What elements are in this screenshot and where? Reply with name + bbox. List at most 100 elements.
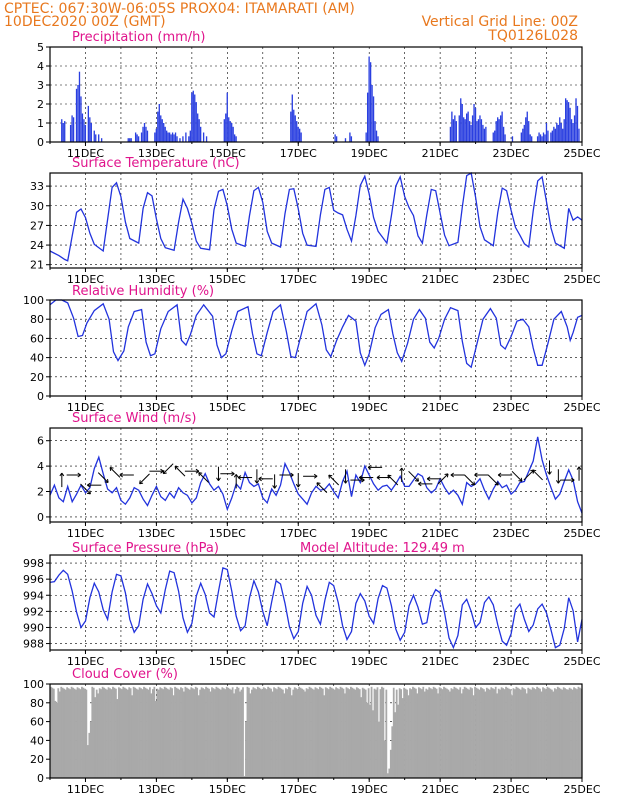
- cloud-bar: [128, 687, 131, 778]
- cloud-bar: [477, 688, 479, 778]
- precip-bar: [350, 136, 353, 142]
- wind-arrow: [59, 472, 65, 488]
- cloud-bar: [327, 689, 330, 778]
- cloud-bar: [397, 704, 400, 778]
- cloud-bar: [271, 691, 274, 778]
- xtick-label: 21DEC: [422, 401, 459, 414]
- cloud-bar: [187, 688, 190, 778]
- cloud-bar: [237, 687, 240, 778]
- cloud-bar: [154, 700, 157, 778]
- cloud-bar: [116, 699, 119, 778]
- ytick-label: 0: [37, 511, 44, 524]
- cloud-bar: [268, 687, 271, 778]
- cloud-bar: [144, 687, 147, 778]
- cloud-bar: [132, 686, 135, 778]
- cloud-bar: [135, 688, 138, 778]
- precip-bar: [553, 126, 555, 142]
- cloud-bar: [212, 688, 215, 778]
- cloud-bar: [444, 687, 447, 778]
- precip-bar: [173, 134, 175, 142]
- cloud-bar: [76, 687, 79, 778]
- wind-arrow: [162, 463, 174, 475]
- cloud-bar: [248, 687, 250, 778]
- ytick-label: 2: [37, 486, 44, 499]
- xtick-label: 21DEC: [422, 783, 459, 796]
- cloud-bar: [302, 689, 305, 778]
- cloud-bar: [567, 689, 569, 778]
- precip-bar: [69, 124, 72, 142]
- cloud-bar: [457, 689, 460, 778]
- precip-bar: [130, 138, 132, 142]
- cloud-bar: [311, 688, 314, 778]
- precip-bar: [296, 121, 298, 142]
- cloud-bar: [342, 688, 345, 778]
- precip-bar: [231, 123, 233, 142]
- precip-bar: [137, 136, 140, 142]
- precip-bar: [483, 128, 486, 142]
- cloud-bar: [301, 688, 303, 778]
- cloud-bar: [110, 689, 113, 778]
- cloud-bar: [98, 688, 101, 778]
- cloud-bar: [224, 689, 227, 778]
- cloud-bar: [242, 687, 244, 778]
- precip-bar: [171, 132, 174, 142]
- cloud-bar: [459, 687, 462, 778]
- xtick-label: 25DEC: [563, 273, 600, 286]
- ytick-label: 27: [30, 219, 44, 232]
- cloud-bar: [236, 686, 238, 778]
- cloud-bar: [372, 710, 374, 778]
- cloud-bar: [115, 688, 117, 778]
- precip-bar: [202, 132, 205, 142]
- wind-arrow: [254, 469, 260, 484]
- cloud-bar: [216, 687, 219, 778]
- precip-bar: [334, 134, 336, 142]
- cloud-bar: [335, 687, 337, 778]
- precip-bar: [467, 111, 469, 142]
- cloud-bar: [316, 688, 318, 778]
- precip-bar: [569, 107, 571, 142]
- cloud-bar: [530, 689, 533, 778]
- cloud-bar: [320, 687, 323, 778]
- cloud-bar: [552, 691, 555, 778]
- precip-bar: [492, 132, 494, 142]
- wind-arrow: [149, 468, 164, 474]
- xtick-label: 17DEC: [280, 273, 317, 286]
- precip-bar: [480, 119, 483, 142]
- precip-bar: [185, 132, 187, 142]
- cloud-bar: [70, 686, 73, 778]
- xtick-label: 15DEC: [209, 401, 246, 414]
- cloud-bar: [50, 686, 52, 778]
- cloud-bar: [151, 689, 154, 778]
- wind-arrow: [119, 472, 134, 478]
- ytick-label: 4: [37, 60, 44, 73]
- cloud-bar: [196, 687, 199, 778]
- precip-bar: [494, 130, 496, 142]
- panel-rh: Relative Humidity (%) 0 20 40 60 80 100 11DEC 13…: [23, 284, 601, 414]
- precip-bar: [299, 128, 301, 142]
- panel-frame: [49, 172, 583, 269]
- cloud-bar: [234, 689, 237, 778]
- panel-pres: Surface Pressure (hPa) 988 990 992 994 996 998…: [23, 541, 601, 668]
- cloud-bar: [265, 689, 268, 778]
- cloud-bar: [404, 688, 407, 778]
- cloud-bar: [521, 687, 524, 778]
- cloud-bar: [117, 687, 120, 778]
- precip-bar: [365, 132, 367, 142]
- cloud-bar: [561, 689, 564, 778]
- cloud-bar: [126, 689, 129, 778]
- xtick-label: 11DEC: [67, 783, 104, 796]
- precip-bar: [479, 115, 481, 142]
- precip-bar: [578, 128, 580, 142]
- cloud-bar: [332, 688, 335, 778]
- cloud-bar: [497, 688, 500, 778]
- precip-bar: [520, 132, 523, 142]
- precip-bar: [497, 117, 499, 142]
- cloud-bar: [219, 689, 222, 778]
- precip-bar: [291, 94, 293, 142]
- precip-bar: [371, 85, 373, 142]
- precip-bar: [191, 92, 193, 142]
- ytick-label: 2: [37, 98, 44, 111]
- cloud-bar: [536, 686, 538, 778]
- panel-title-cloud: Cloud Cover (%): [72, 667, 178, 682]
- wind-arrow: [350, 477, 365, 483]
